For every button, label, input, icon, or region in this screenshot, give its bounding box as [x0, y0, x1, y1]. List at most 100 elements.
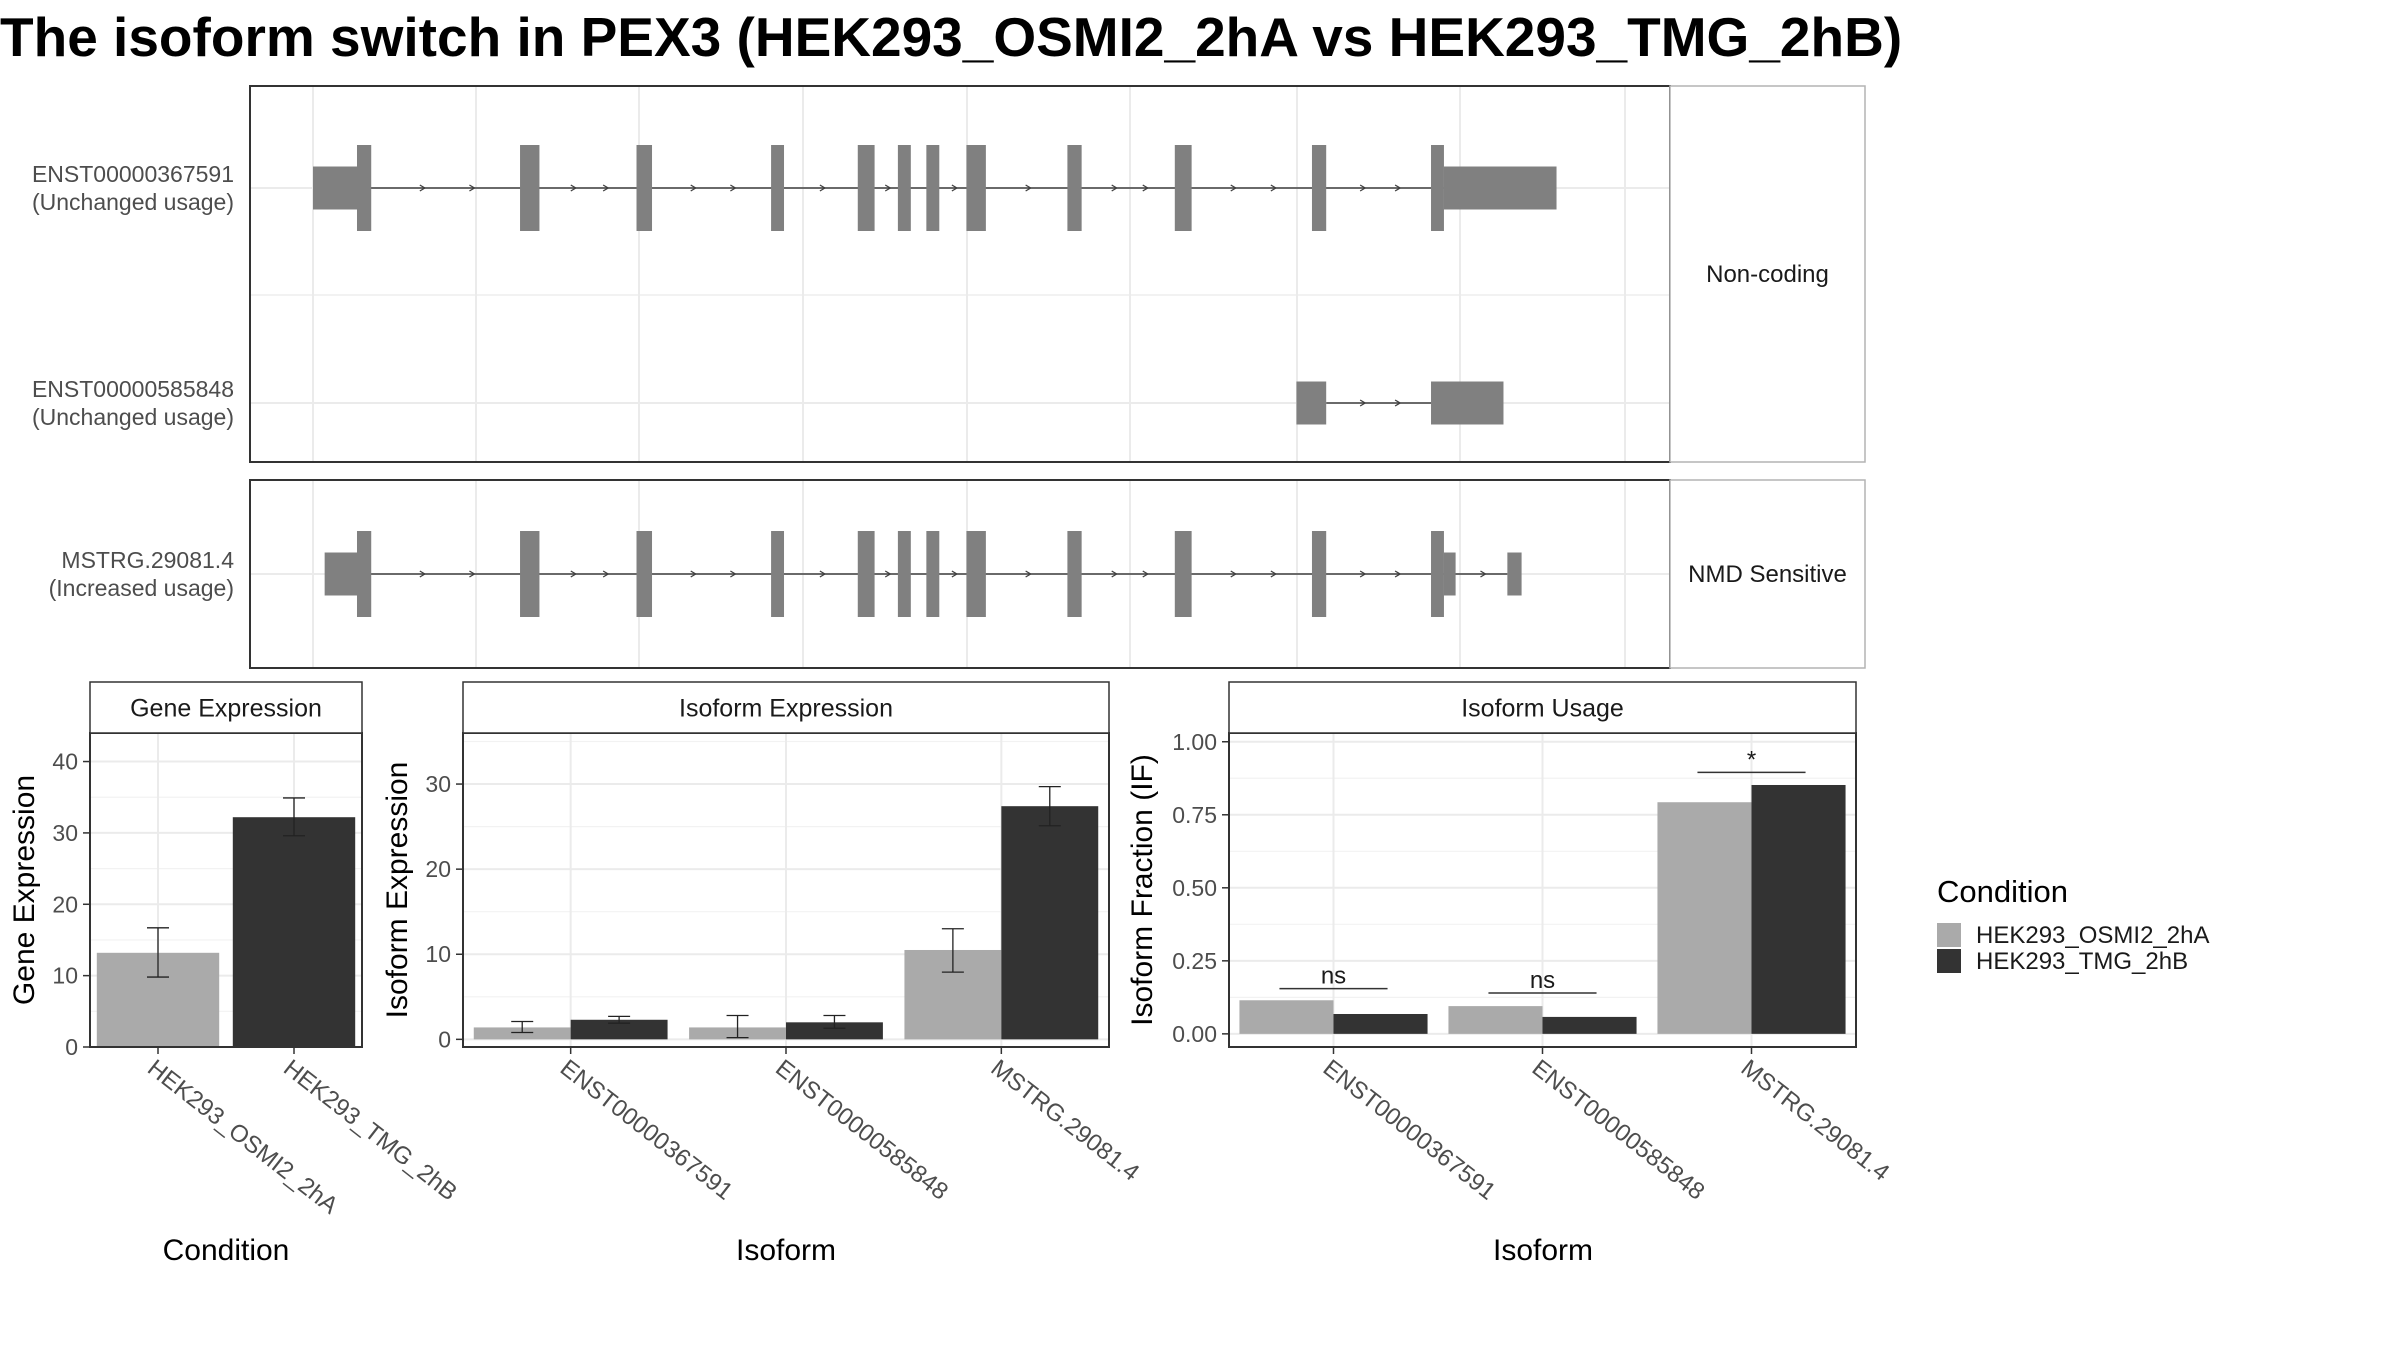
coding-exon [857, 145, 875, 231]
coding-exon [636, 531, 653, 617]
intron-direction-arrow [819, 570, 827, 578]
intron-direction-arrow [690, 570, 697, 578]
transcript-id-label: MSTRG.29081.4 [61, 547, 234, 573]
y-tick-label: 30 [425, 771, 451, 797]
x-tick-label: ENST00000367591 [555, 1054, 738, 1205]
intron-direction-arrow [884, 184, 892, 192]
coding-exon [897, 531, 911, 617]
transcript-usage-label: (Unchanged usage) [32, 404, 234, 430]
intron-direction-arrow [570, 184, 578, 192]
intron-direction-arrow [1111, 570, 1118, 578]
transcript-id-label: ENST00000367591 [32, 161, 234, 187]
chart-strip [1228, 681, 1857, 734]
transcript-panel: MSTRG.29081.4(Increased usage) NMD Sensit… [49, 479, 1866, 669]
legend-item-label: HEK293_TMG_2hB [1976, 948, 2188, 975]
y-tick-label: 0.00 [1172, 1021, 1217, 1047]
panel-strip [1669, 85, 1866, 463]
bar [1448, 1006, 1543, 1034]
significance-label: * [1747, 746, 1756, 773]
transcript-structure-panels: ENST00000367591 (Unchanged usage)ENST0000… [32, 85, 1866, 669]
y-axis-title: Isoform Expression [381, 762, 414, 1019]
y-tick-label: 0.75 [1172, 802, 1217, 828]
bar [1751, 784, 1846, 1034]
y-tick-label: 0.50 [1172, 875, 1217, 901]
coding-exon [1311, 531, 1327, 617]
intron-direction-arrow [602, 184, 610, 192]
bar-chart-panel: 0.00 0.25 0.50 0.75 1.00 ns ns * Isoform Usage EN… [1126, 681, 1895, 1267]
x-tick-label: ENST00000585848 [770, 1054, 953, 1205]
coding-exon [966, 145, 986, 231]
intron-direction-arrow [951, 184, 959, 192]
legend-item-label: HEK293_OSMI2_2hA [1976, 922, 2209, 949]
coding-exon [966, 531, 986, 617]
x-tick-label: ENST00000585848 [1527, 1054, 1710, 1205]
intron-direction-arrow [1230, 184, 1238, 192]
transcript-usage-label: (Increased usage) [49, 575, 234, 601]
intron-direction-arrow [602, 570, 610, 578]
transcript-panel: ENST00000367591 (Unchanged usage)ENST0000… [32, 85, 1866, 463]
chart-strip-label: Isoform Expression [679, 695, 893, 723]
bar [1001, 806, 1099, 1040]
x-axis-title: Isoform [1493, 1234, 1593, 1267]
utr-exon [1443, 552, 1456, 596]
intron-direction-arrow [1142, 570, 1150, 578]
x-tick-label: ENST00000367591 [1318, 1054, 1501, 1205]
chart-strip [89, 681, 363, 734]
significance-label: ns [1321, 963, 1346, 990]
figure-title: The isoform switch in PEX3 (HEK293_OSMI2… [0, 6, 1902, 68]
bar [786, 1022, 883, 1040]
utr-exon [1296, 381, 1327, 425]
bar [473, 1027, 571, 1040]
intron-direction-arrow [570, 570, 578, 578]
coding-exon [857, 531, 875, 617]
coding-exon [926, 145, 940, 231]
coding-exon [1067, 145, 1082, 231]
transcript-track [313, 145, 1557, 231]
intron-direction-arrow [1270, 184, 1278, 192]
intron-direction-arrow [1025, 184, 1032, 192]
intron-direction-arrow [1359, 184, 1367, 192]
utr-exon [313, 166, 357, 210]
transcript-track [1296, 381, 1504, 425]
y-tick-label: 40 [52, 749, 78, 775]
intron-direction-arrow [951, 570, 959, 578]
intron-direction-arrow [1394, 184, 1402, 192]
coding-exon [1174, 531, 1192, 617]
intron-direction-arrow [1025, 570, 1032, 578]
intron-direction-arrow [884, 570, 892, 578]
y-tick-label: 20 [52, 891, 78, 917]
y-tick-label: 0.25 [1172, 948, 1217, 974]
y-tick-label: 30 [52, 820, 78, 846]
x-tick-label: MSTRG.29081.4 [986, 1054, 1145, 1186]
panel-strip-label: NMD Sensitive [1688, 561, 1847, 588]
y-axis-title: Gene Expression [8, 775, 41, 1005]
intron-direction-arrow [1359, 570, 1367, 578]
bar [1657, 802, 1752, 1034]
coding-exon [897, 145, 911, 231]
coding-exon [1311, 145, 1327, 231]
legend-swatch [1937, 923, 1961, 947]
coding-exon [520, 145, 540, 231]
y-axis-title: Isoform Fraction (IF) [1126, 754, 1159, 1026]
coding-exon [926, 531, 940, 617]
intron-direction-arrow [1394, 570, 1402, 578]
intron-direction-arrow [1359, 399, 1367, 407]
y-tick-label: 10 [52, 963, 78, 989]
intron-direction-arrow [469, 184, 476, 192]
transcript-id-label: ENST00000585848 [32, 376, 234, 402]
y-tick-label: 1.00 [1172, 729, 1217, 755]
x-tick-label: MSTRG.29081.4 [1736, 1054, 1895, 1186]
intron-direction-arrow [819, 184, 827, 192]
bar [1239, 1000, 1334, 1034]
y-tick-label: 20 [425, 856, 451, 882]
intron-direction-arrow [419, 184, 427, 192]
coding-exon [1067, 531, 1082, 617]
coding-exon [636, 145, 653, 231]
intron-direction-arrow [730, 184, 737, 192]
coding-exon [1431, 531, 1444, 617]
coding-exon [1431, 145, 1444, 231]
intron-direction-arrow [469, 570, 476, 578]
